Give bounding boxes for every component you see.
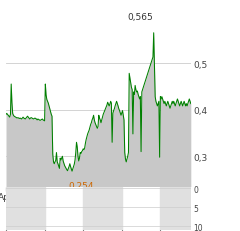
Bar [160,187,191,230]
Text: 0,254: 0,254 [68,182,94,191]
Bar [83,187,122,230]
Text: 0,565: 0,565 [127,13,153,22]
Bar [6,187,45,230]
